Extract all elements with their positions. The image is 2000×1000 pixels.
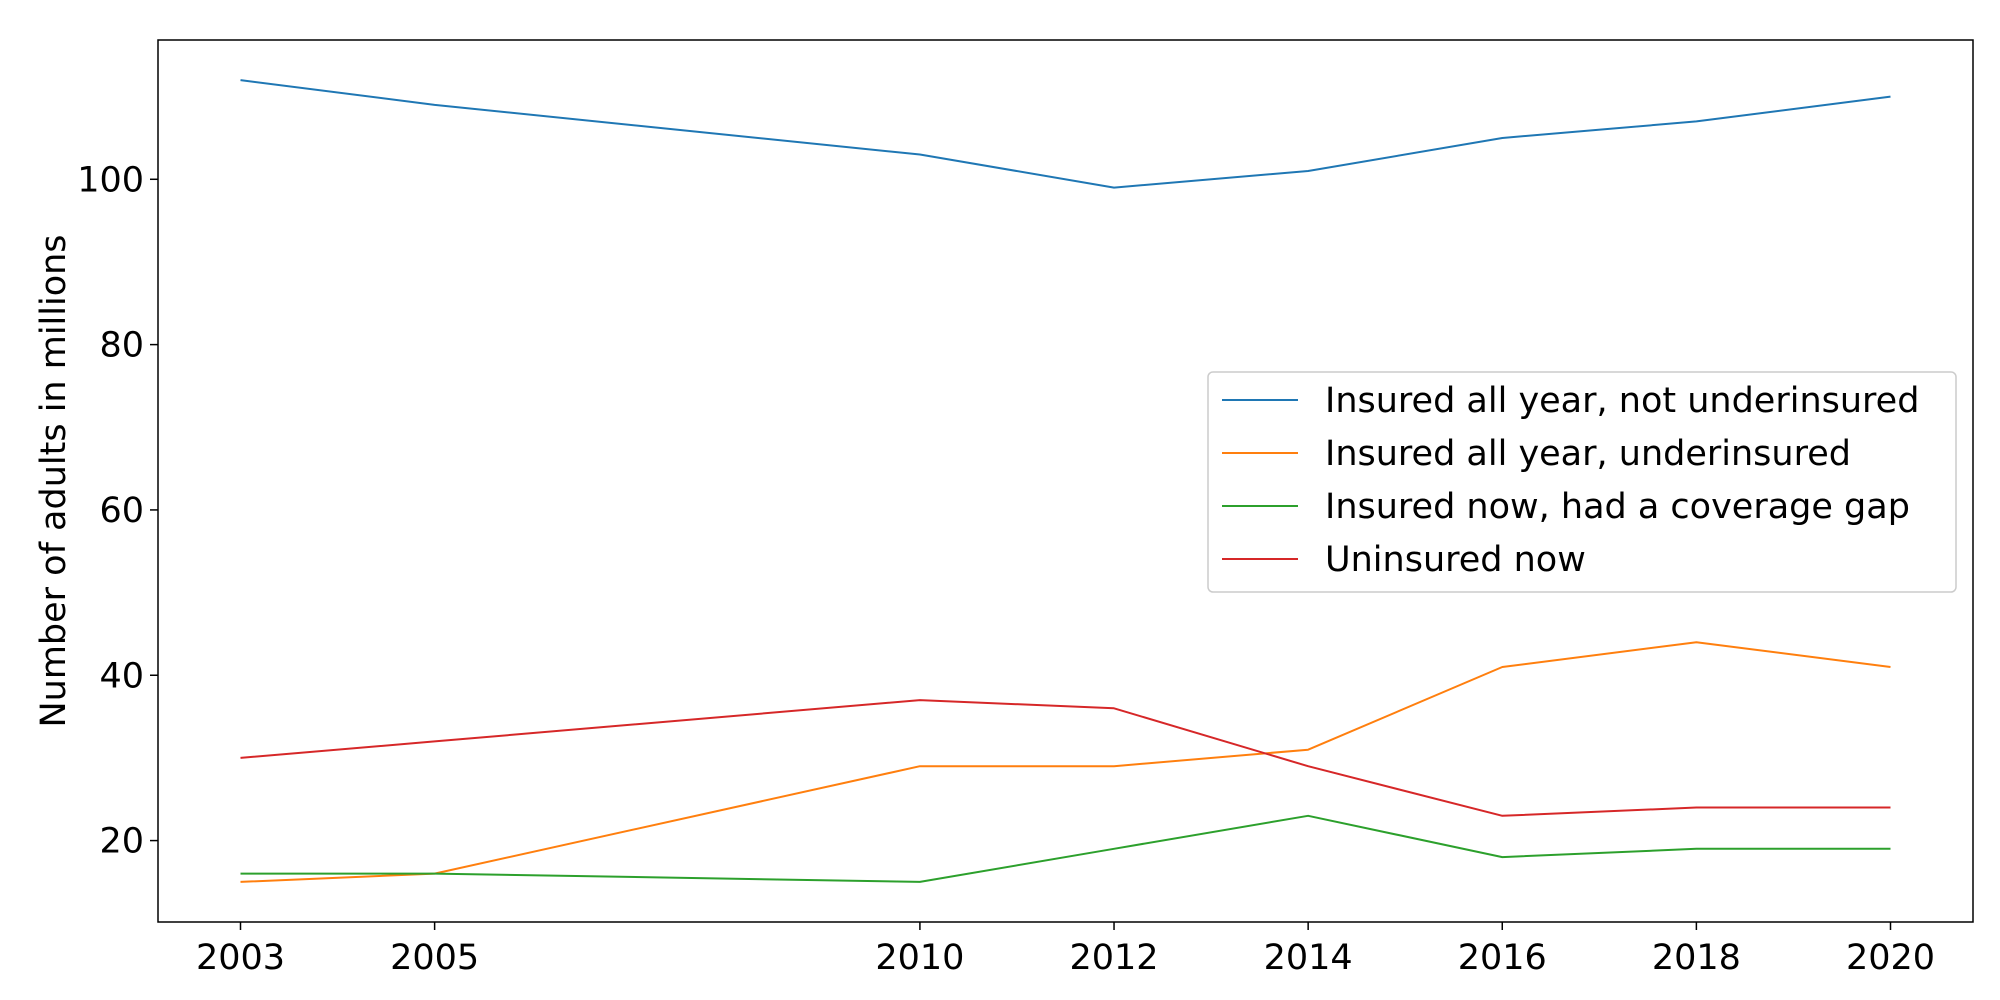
legend-entry-label: Uninsured now xyxy=(1325,540,1586,580)
x-tick-label: 2016 xyxy=(1458,938,1547,978)
series-line-3 xyxy=(240,814,1891,883)
y-tick-label: 40 xyxy=(99,656,144,696)
series-line-4 xyxy=(240,699,1891,817)
plot-frame xyxy=(157,39,1974,923)
x-axis: 2003 2005 2010 2012 2014 2016 2018 2020 xyxy=(196,922,1935,978)
x-tick-label: 2005 xyxy=(390,938,479,978)
legend-box xyxy=(1207,371,1957,593)
legend-entry-label: Insured all year, underinsured xyxy=(1325,434,1851,474)
y-axis: 20 40 60 80 100 xyxy=(77,160,158,862)
series-line-1 xyxy=(240,79,1891,189)
series-layer xyxy=(240,79,1891,883)
y-tick-label: 60 xyxy=(99,491,144,531)
x-tick-label: 2014 xyxy=(1264,938,1353,978)
legend-entry-label: Insured all year, not underinsured xyxy=(1325,381,1919,421)
y-tick-label: 100 xyxy=(77,160,144,200)
x-tick-label: 2003 xyxy=(196,938,285,978)
y-tick-label: 20 xyxy=(99,822,144,862)
x-tick-label: 2020 xyxy=(1846,938,1935,978)
legend: Insured all year, not underinsured Insure… xyxy=(1207,371,1957,593)
x-tick-label: 2018 xyxy=(1652,938,1741,978)
x-tick-label: 2010 xyxy=(875,938,964,978)
y-tick-label: 80 xyxy=(99,326,144,366)
y-axis-label: Number of adults in millions xyxy=(34,234,74,727)
series-line-2 xyxy=(240,641,1891,883)
legend-entry-label: Insured now, had a coverage gap xyxy=(1325,487,1910,527)
x-tick-label: 2012 xyxy=(1069,938,1158,978)
